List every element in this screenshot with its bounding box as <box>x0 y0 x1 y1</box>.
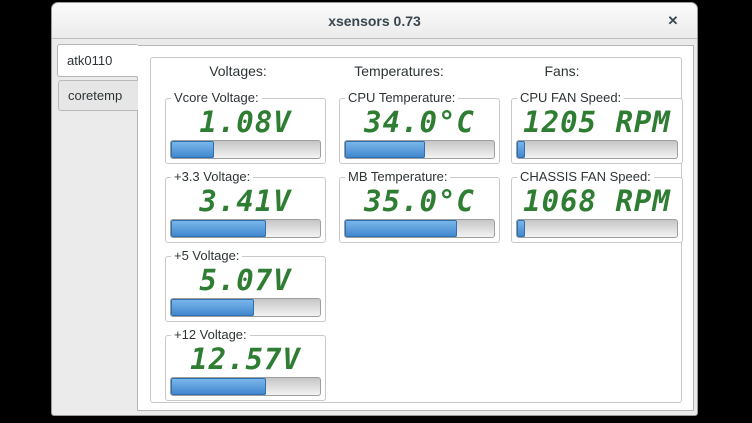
sensor-vcore-voltage: Vcore Voltage: 1.08V <box>165 90 326 164</box>
window-title: xsensors 0.73 <box>328 12 421 29</box>
sensor-value-display: 1.08V <box>199 105 292 139</box>
sensor-value-display: 5.07V <box>199 263 292 297</box>
sensor-mb-temperature: MB Temperature: 35.0°C <box>339 169 500 243</box>
sensor-progressbar <box>170 219 321 238</box>
sensor-label: CPU FAN Speed: <box>517 90 625 105</box>
sensor-cpu-temperature: CPU Temperature: 34.0°C <box>339 90 500 164</box>
sensor-label: MB Temperature: <box>345 169 451 184</box>
sensor-chassis-fan-speed: CHASSIS FAN Speed: 1068 RPM <box>511 169 683 243</box>
sensor-value-display: 1205 RPM <box>523 105 671 139</box>
tab-atk0110-label: atk0110 <box>67 53 113 68</box>
sensor-progress-fill <box>517 141 525 158</box>
sensor-12v-voltage: +12 Voltage: 12.57V <box>165 327 326 401</box>
tab-coretemp[interactable]: coretemp <box>58 80 138 111</box>
sensor-cpu-fan-speed: CPU FAN Speed: 1205 RPM <box>511 90 683 164</box>
sensor-label: +12 Voltage: <box>171 327 250 342</box>
sensor-label: CHASSIS FAN Speed: <box>517 169 654 184</box>
tab-coretemp-label: coretemp <box>68 88 123 103</box>
sensor-progress-fill <box>345 220 457 237</box>
sensor-progressbar <box>170 298 321 317</box>
sensor-progress-fill <box>345 141 426 158</box>
sensor-progressbar <box>344 140 495 159</box>
column-header-voltages: Voltages: <box>209 63 267 79</box>
xsensors-window: xsensors 0.73 ✕ atk0110 coretemp Voltage… <box>51 2 698 416</box>
sensor-progress-fill <box>171 378 267 395</box>
sensor-progressbar <box>516 140 678 159</box>
sensor-label: Vcore Voltage: <box>171 90 262 105</box>
sensor-progress-fill <box>171 220 267 237</box>
sensor-value-display: 1068 RPM <box>523 184 671 218</box>
sensor-progressbar <box>170 377 321 396</box>
sensor-label: +5 Voltage: <box>171 248 243 263</box>
sensor-progress-fill <box>171 299 255 316</box>
column-header-fans: Fans: <box>544 63 580 79</box>
sensor-value-display: 35.0°C <box>364 184 475 218</box>
close-icon[interactable]: ✕ <box>667 13 679 28</box>
sensor-value-display: 12.57V <box>190 342 301 376</box>
sensor-5v-voltage: +5 Voltage: 5.07V <box>165 248 326 322</box>
tab-atk0110[interactable]: atk0110 <box>57 44 138 77</box>
sensor-value-display: 3.41V <box>199 184 292 218</box>
sensor-progress-fill <box>517 220 525 237</box>
column-header-temperatures: Temperatures: <box>354 63 444 79</box>
sensor-value-display: 34.0°C <box>364 105 475 139</box>
sensor-progressbar <box>344 219 495 238</box>
sensor-progressbar <box>170 140 321 159</box>
sensor-progress-fill <box>171 141 215 158</box>
sensor-label: CPU Temperature: <box>345 90 459 105</box>
sensor-progressbar <box>516 219 678 238</box>
sensor-label: +3.3 Voltage: <box>171 169 254 184</box>
sensor-3v3-voltage: +3.3 Voltage: 3.41V <box>165 169 326 243</box>
titlebar[interactable]: xsensors 0.73 ✕ <box>52 3 697 39</box>
